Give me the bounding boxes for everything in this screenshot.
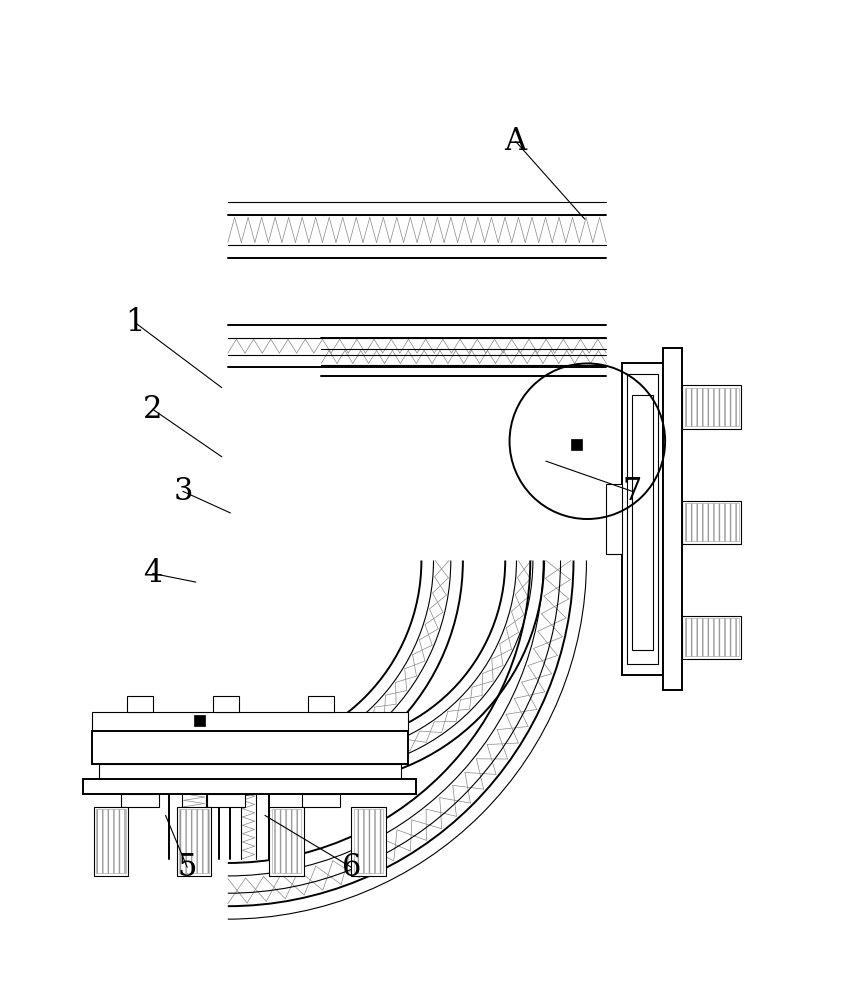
Bar: [272, 809, 301, 873]
Bar: [682, 501, 741, 544]
Text: A: A: [505, 126, 526, 157]
Bar: [663, 348, 682, 690]
Bar: [682, 385, 741, 429]
Bar: [627, 374, 658, 664]
Bar: [685, 388, 739, 426]
Bar: [354, 809, 383, 873]
Bar: [302, 794, 340, 807]
Bar: [213, 696, 239, 712]
Bar: [682, 616, 741, 659]
Bar: [622, 363, 663, 675]
Text: 7: 7: [623, 476, 642, 507]
Bar: [92, 731, 407, 764]
Bar: [92, 712, 407, 731]
Bar: [121, 794, 159, 807]
Bar: [685, 618, 739, 656]
Bar: [632, 395, 653, 650]
Bar: [606, 484, 622, 554]
Bar: [194, 715, 205, 726]
Text: 2: 2: [143, 394, 162, 425]
Bar: [207, 794, 245, 807]
Bar: [308, 696, 334, 712]
Bar: [685, 503, 739, 541]
Bar: [94, 807, 128, 876]
Text: 5: 5: [178, 852, 197, 883]
Bar: [99, 764, 401, 779]
Text: 6: 6: [342, 852, 361, 883]
Text: 1: 1: [126, 307, 145, 338]
Text: 3: 3: [173, 476, 192, 507]
Bar: [96, 809, 126, 873]
Bar: [177, 807, 212, 876]
Bar: [179, 809, 209, 873]
Bar: [270, 807, 303, 876]
Bar: [351, 807, 386, 876]
Bar: [83, 779, 416, 794]
Text: 4: 4: [143, 558, 162, 589]
Bar: [127, 696, 153, 712]
Bar: [570, 439, 582, 450]
